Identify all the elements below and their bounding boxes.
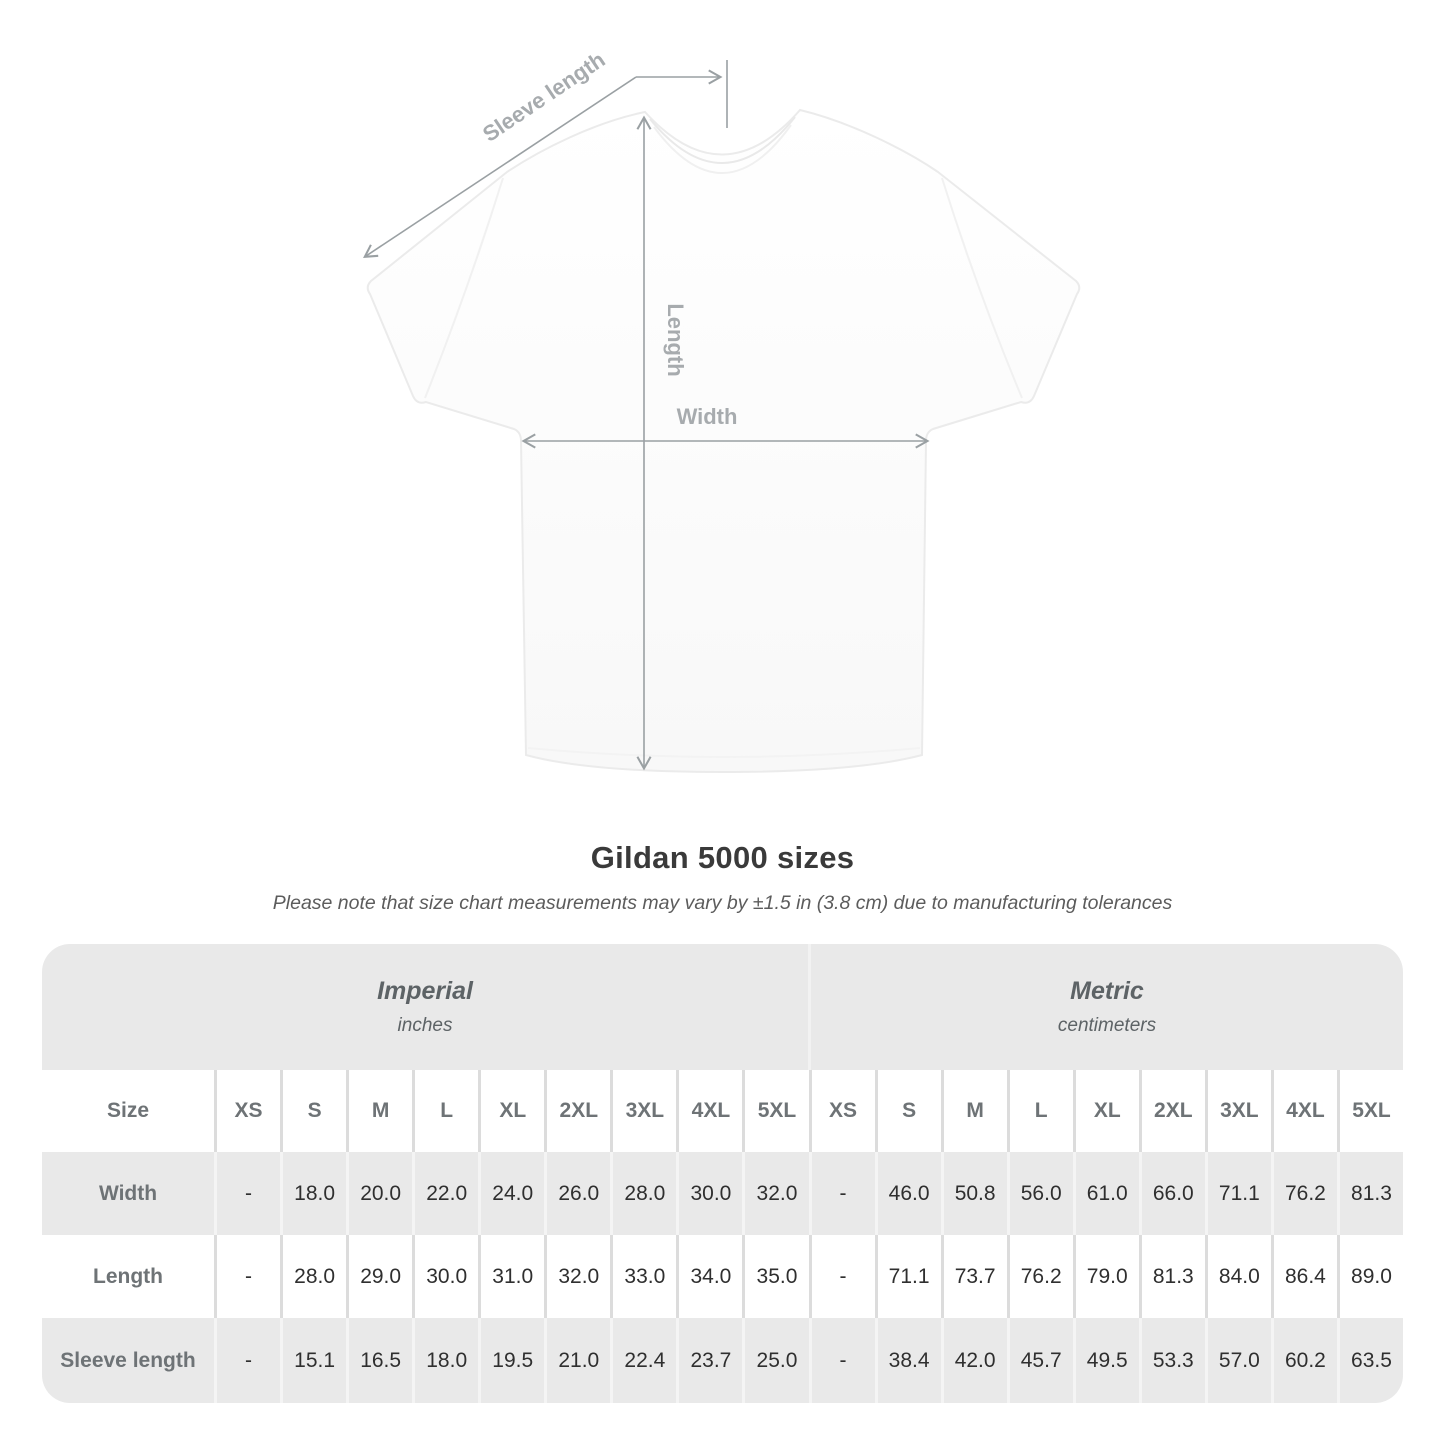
page-title: Gildan 5000 sizes [590,840,855,875]
value-cell: 81.3 [1138,1235,1205,1318]
value-cell: 76.2 [1006,1235,1073,1318]
length-label: Length [663,303,688,376]
imperial-unit-label: inches [397,1015,453,1036]
value-cell: 38.4 [874,1318,941,1403]
value-cell: 49.5 [1072,1318,1139,1403]
size-header-cell: XL [1072,1070,1139,1152]
value-cell: 33.0 [610,1235,676,1318]
sleeve-length-line [363,76,637,258]
value-cell: 32.0 [742,1152,808,1235]
metric-label: Metric [1070,977,1144,1005]
value-cell: 57.0 [1204,1318,1271,1403]
value-cell: - [214,1318,280,1403]
value-cell: 30.0 [412,1235,478,1318]
value-cell: 42.0 [940,1318,1007,1403]
size-header-cell: 5XL [1336,1070,1403,1152]
value-cell: - [808,1152,875,1235]
unit-group-header-row: Imperial inches Metric centimeters [42,944,1403,1070]
size-header-cell: L [1006,1070,1073,1152]
size-header-cell: 3XL [1204,1070,1271,1152]
metric-unit-label: centimeters [1057,1015,1157,1036]
size-header-cell: 4XL [676,1070,742,1152]
value-cell: - [214,1152,280,1235]
value-cell: 89.0 [1336,1235,1403,1318]
value-cell: 29.0 [346,1235,412,1318]
value-cell: 26.0 [544,1152,610,1235]
size-header-cell: 3XL [610,1070,676,1152]
value-cell: 28.0 [280,1235,346,1318]
value-cell: 50.8 [940,1152,1007,1235]
value-cell: 81.3 [1336,1152,1403,1235]
size-header-cell: 4XL [1270,1070,1337,1152]
value-cell: - [214,1235,280,1318]
width-label: Width [677,404,738,429]
value-cell: 18.0 [412,1318,478,1403]
value-cell: 86.4 [1270,1235,1337,1318]
tshirt-measurement-diagram: Sleeve length Length Width [363,47,1081,774]
value-cell: 76.2 [1270,1152,1337,1235]
value-cell: 21.0 [544,1318,610,1403]
value-cell: 15.1 [280,1318,346,1403]
value-cell: 60.2 [1270,1318,1337,1403]
value-cell: 31.0 [478,1235,544,1318]
value-cell: 24.0 [478,1152,544,1235]
value-cell: - [808,1235,875,1318]
sleeve-length-row: Sleeve length -15.1 16.5 18.0 19.5 21.0 22.4 23… [42,1318,1403,1403]
size-header-cell: XS [808,1070,875,1152]
size-header-cell: M [346,1070,412,1152]
size-column-header: Size [106,1099,150,1122]
size-table: Imperial inches Metric centimeters Size X… [42,944,1403,1403]
size-header-cell: 5XL [742,1070,808,1152]
value-cell: 46.0 [874,1152,941,1235]
value-cell: 34.0 [676,1235,742,1318]
row-label-cell: Sleeve length [60,1348,196,1372]
value-cell: 71.1 [874,1235,941,1318]
dimension-lines [363,60,930,771]
imperial-group-header: Imperial inches [42,944,808,1070]
value-cell: 63.5 [1336,1318,1403,1403]
value-cell: 22.4 [610,1318,676,1403]
value-cell: 25.0 [742,1318,808,1403]
tolerance-note: Please note that size chart measurements… [272,892,1173,914]
value-cell: 79.0 [1072,1235,1139,1318]
value-cell: 16.5 [346,1318,412,1403]
width-row: Width -18.0 20.0 22.0 24.0 26.0 28.0 30.0 32.0-4… [42,1152,1403,1235]
value-cell: 32.0 [544,1235,610,1318]
value-cell: 23.7 [676,1318,742,1403]
value-cell: - [808,1318,875,1403]
size-header-cell: L [412,1070,478,1152]
caption-block: Gildan 5000 sizes Please note that size … [0,840,1445,915]
size-header-cell: S [874,1070,941,1152]
size-header-cell: XL [478,1070,544,1152]
metric-group-header: Metric centimeters [808,944,1403,1070]
value-cell: 71.1 [1204,1152,1271,1235]
length-row: Length -28.0 29.0 30.0 31.0 32.0 33.0 34.0 35.0-… [42,1235,1403,1318]
value-cell: 56.0 [1006,1152,1073,1235]
row-label-cell: Length [93,1264,163,1288]
size-header-row: Size XS S M L XL 2XL 3XL 4XL 5XL XS S M L XL 2XL 3XL 4XL 5… [42,1070,1403,1152]
value-cell: 84.0 [1204,1235,1271,1318]
size-header-cell: 2XL [1138,1070,1205,1152]
value-cell: 19.5 [478,1318,544,1403]
value-cell: 73.7 [940,1235,1007,1318]
size-header-cell: M [940,1070,1007,1152]
value-cell: 53.3 [1138,1318,1205,1403]
value-cell: 30.0 [676,1152,742,1235]
size-header-cell: XS [214,1070,280,1152]
imperial-label: Imperial [377,977,473,1005]
value-cell: 35.0 [742,1235,808,1318]
row-label-cell: Width [98,1181,158,1205]
value-cell: 45.7 [1006,1318,1073,1403]
value-cell: 20.0 [346,1152,412,1235]
value-cell: 18.0 [280,1152,346,1235]
value-cell: 28.0 [610,1152,676,1235]
value-cell: 61.0 [1072,1152,1139,1235]
value-cell: 22.0 [412,1152,478,1235]
size-header-cell: S [280,1070,346,1152]
size-header-cell: 2XL [544,1070,610,1152]
value-cell: 66.0 [1138,1152,1205,1235]
